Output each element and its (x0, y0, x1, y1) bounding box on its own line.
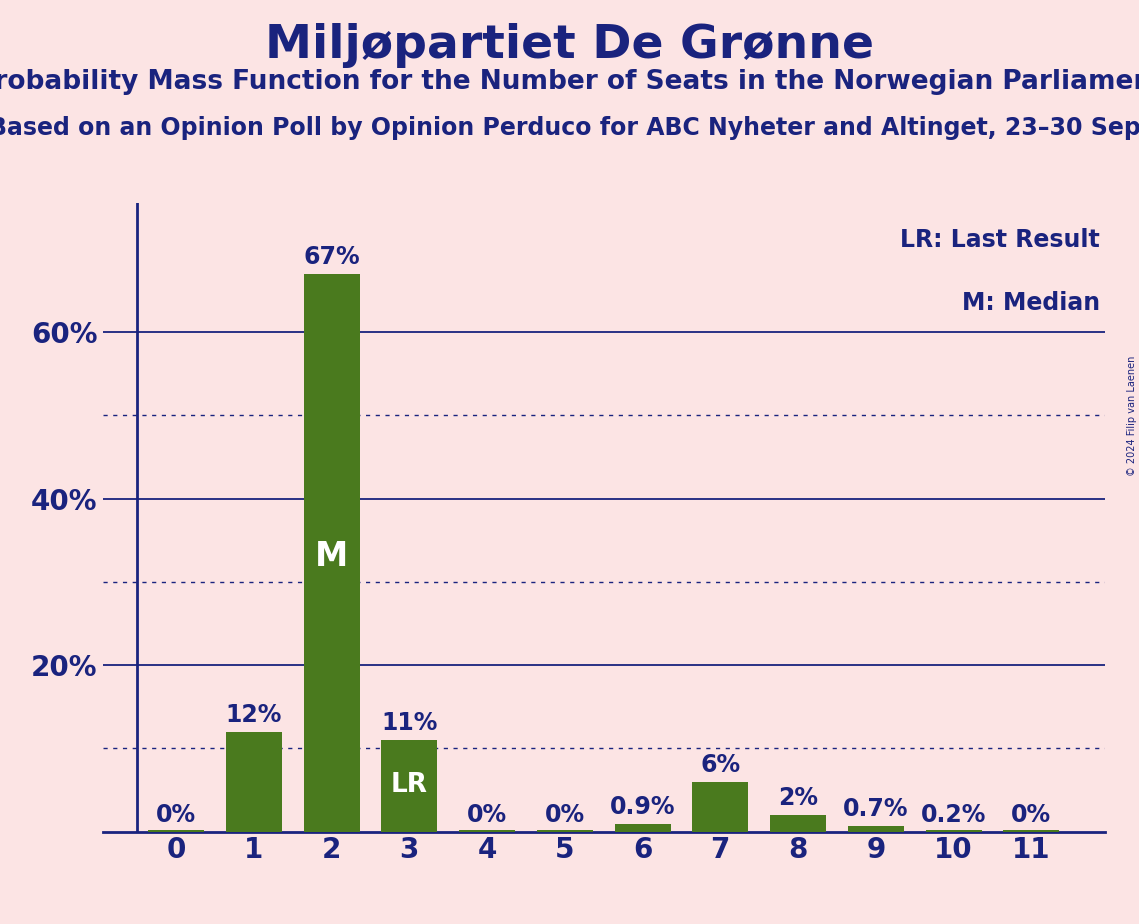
Bar (1003, 830, 1059, 832)
Bar (926, 830, 982, 832)
Text: 0%: 0% (544, 803, 584, 827)
Text: 0%: 0% (467, 803, 507, 827)
Text: 6%: 6% (700, 753, 740, 777)
Bar (847, 826, 903, 832)
Text: LR: LR (391, 772, 428, 798)
Text: 67%: 67% (303, 245, 360, 269)
Bar (693, 782, 748, 832)
Text: Miljøpartiet De Grønne: Miljøpartiet De Grønne (265, 23, 874, 68)
Text: Based on an Opinion Poll by Opinion Perduco for ABC Nyheter and Altinget, 23–30 : Based on an Opinion Poll by Opinion Perd… (0, 116, 1139, 140)
Text: 0%: 0% (1011, 803, 1051, 827)
Bar (459, 830, 515, 832)
Text: 0.2%: 0.2% (920, 803, 986, 827)
Bar (770, 815, 826, 832)
Bar (615, 824, 671, 832)
Text: 12%: 12% (226, 703, 282, 727)
Bar (382, 740, 437, 832)
Text: 0.7%: 0.7% (843, 796, 909, 821)
Text: M: M (314, 541, 349, 574)
Bar (226, 732, 281, 832)
Bar (536, 830, 592, 832)
Bar (148, 830, 204, 832)
Text: 11%: 11% (382, 711, 437, 736)
Text: © 2024 Filip van Laenen: © 2024 Filip van Laenen (1126, 356, 1137, 476)
Text: LR: Last Result: LR: Last Result (900, 228, 1100, 252)
Text: 0%: 0% (156, 803, 196, 827)
Bar (304, 274, 360, 832)
Text: Probability Mass Function for the Number of Seats in the Norwegian Parliament: Probability Mass Function for the Number… (0, 69, 1139, 95)
Text: M: Median: M: Median (961, 291, 1100, 315)
Text: 2%: 2% (778, 786, 818, 810)
Text: 0.9%: 0.9% (609, 796, 675, 819)
